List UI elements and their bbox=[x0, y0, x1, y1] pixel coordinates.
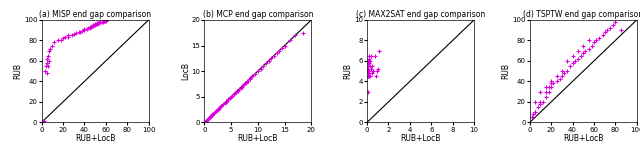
Title: (c) MAX2SAT end gap comparison: (c) MAX2SAT end gap comparison bbox=[356, 10, 485, 19]
Title: (a) MISP end gap comparison: (a) MISP end gap comparison bbox=[39, 10, 151, 19]
Y-axis label: LocB: LocB bbox=[180, 62, 190, 80]
Y-axis label: RUB: RUB bbox=[344, 63, 353, 79]
Title: (b) MCP end gap comparison: (b) MCP end gap comparison bbox=[203, 10, 313, 19]
X-axis label: RUB+LocB: RUB+LocB bbox=[237, 134, 278, 143]
X-axis label: RUB+LocB: RUB+LocB bbox=[563, 134, 604, 143]
X-axis label: RUB+LocB: RUB+LocB bbox=[75, 134, 115, 143]
Y-axis label: RUB: RUB bbox=[13, 63, 22, 79]
Title: (d) TSPTW end gap comparison: (d) TSPTW end gap comparison bbox=[524, 10, 640, 19]
X-axis label: RUB+LocB: RUB+LocB bbox=[401, 134, 441, 143]
Y-axis label: RUB: RUB bbox=[502, 63, 511, 79]
